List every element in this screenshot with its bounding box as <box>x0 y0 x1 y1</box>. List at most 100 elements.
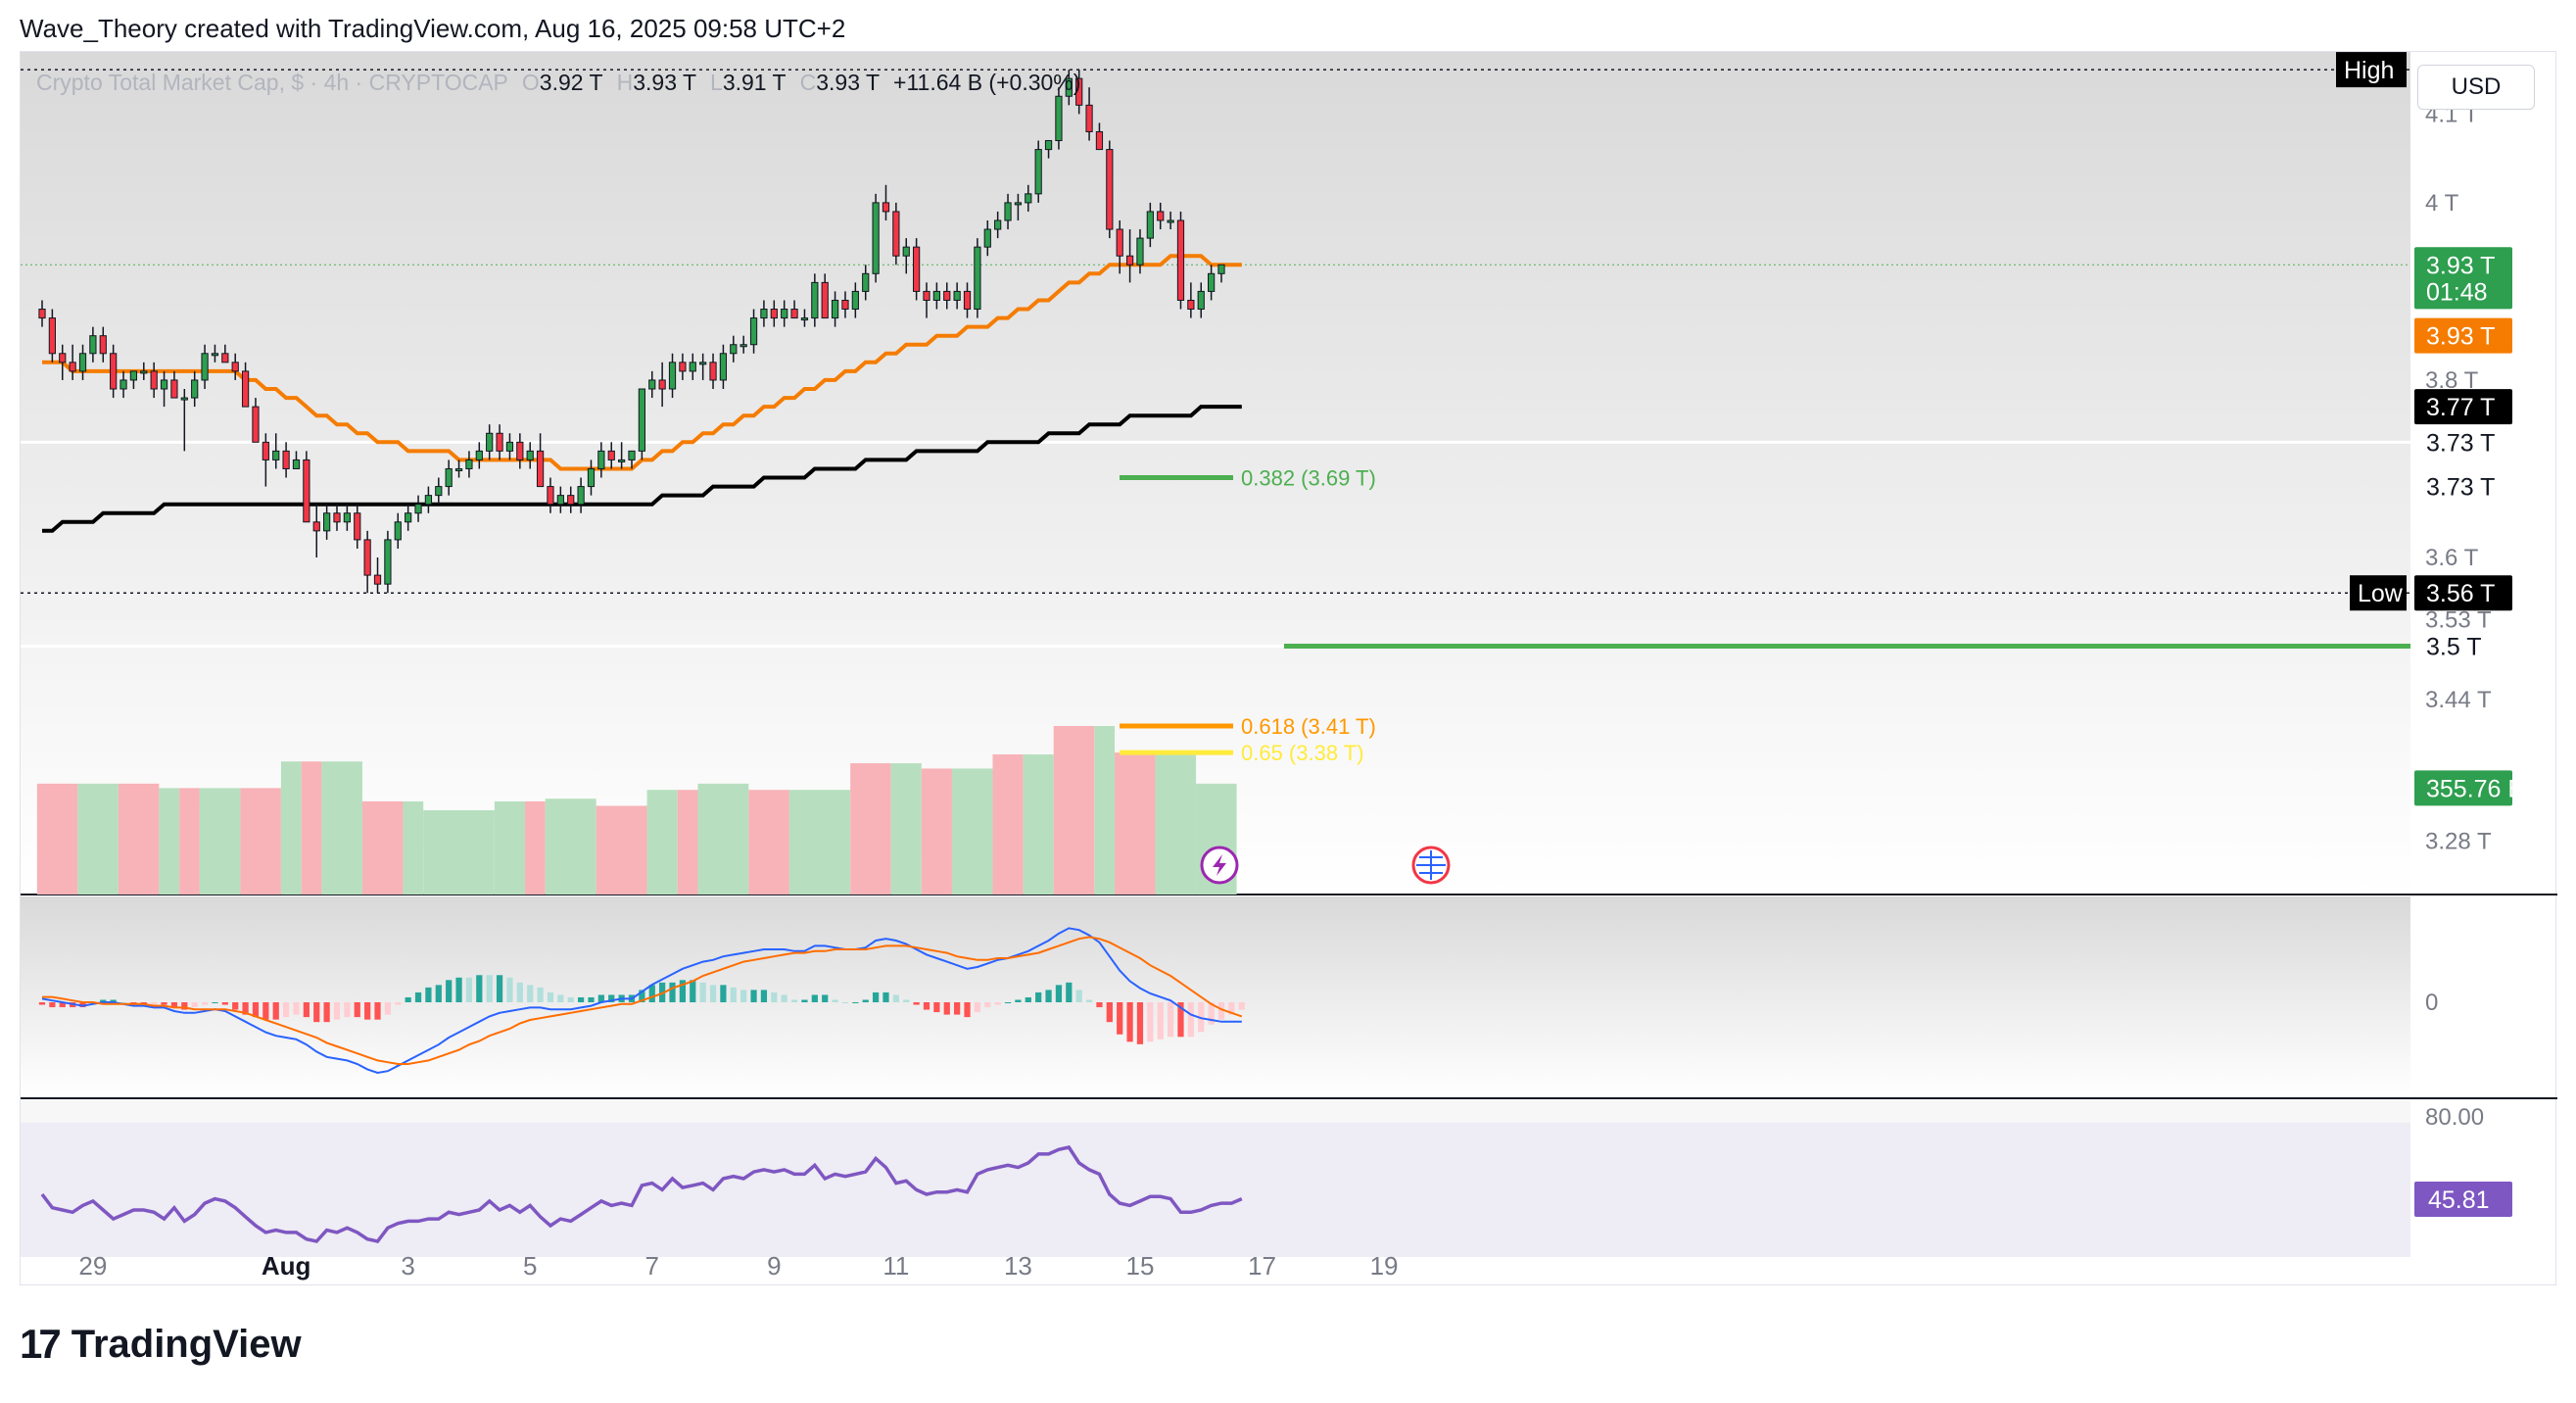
macd-histogram-bar <box>537 987 544 1002</box>
macd-histogram-bar <box>679 980 687 1002</box>
candle-down <box>1075 77 1083 106</box>
time-tick-label: 29 <box>78 1251 107 1281</box>
candle-up <box>129 370 138 381</box>
macd-histogram-bar <box>1187 1002 1194 1038</box>
macd-histogram-bar <box>648 985 655 1002</box>
volume-profile-block <box>677 790 698 895</box>
candle-up <box>932 290 940 301</box>
candle-up <box>394 521 402 541</box>
header-caption: Wave_Theory created with TradingView.com… <box>20 14 846 43</box>
price-tag-bg <box>2414 273 2512 310</box>
macd-histogram-bar <box>1157 1002 1164 1040</box>
candle-down <box>841 299 849 311</box>
volume-profile-block <box>1115 752 1156 895</box>
candle-up <box>719 353 728 381</box>
candle-up <box>597 450 605 469</box>
candle-up <box>668 362 677 390</box>
candle-up <box>505 441 514 452</box>
macd-histogram-bar <box>303 1002 310 1018</box>
macd-histogram-bar <box>1075 990 1082 1002</box>
macd-histogram-bar <box>883 992 889 1002</box>
candle-down <box>373 574 382 585</box>
price-tag-label: 3.56 T <box>2426 580 2495 607</box>
macd-histogram-bar <box>577 996 585 1002</box>
price-tag-bg <box>2414 247 2512 283</box>
volume-profile-block <box>951 768 993 895</box>
price-tag-label: 3.73 T <box>2426 474 2495 502</box>
macd-histogram-bar <box>516 982 523 1002</box>
globe-icon[interactable] <box>1411 846 1451 885</box>
candle-up <box>272 450 280 460</box>
candle-down <box>923 290 930 301</box>
macd-histogram-bar <box>119 1002 127 1003</box>
symbol-title[interactable]: Crypto Total Market Cap, $ · 4h · CRYPTO… <box>36 70 508 95</box>
candle-down <box>333 512 341 523</box>
candle-down <box>354 512 361 541</box>
macd-histogram-bar <box>699 982 706 1002</box>
price-tag-bg <box>2414 389 2512 425</box>
candle-down <box>770 309 778 319</box>
macd-pane-background <box>21 896 2410 1098</box>
macd-histogram-bar <box>496 975 503 1002</box>
price-tag-bg <box>2414 468 2512 505</box>
macd-histogram-bar <box>547 992 554 1002</box>
candle-up <box>1065 77 1073 97</box>
macd-histogram-bar <box>1228 1002 1235 1015</box>
price-tag-bg <box>2414 424 2512 460</box>
macd-histogram-bar <box>1045 990 1052 1002</box>
price-axis[interactable]: 4.1 T4 T3.8 T3.6 T3.53 T3.44 T3.28 T080.… <box>2336 52 2524 1218</box>
volume-profile-block <box>992 753 1024 895</box>
time-tick-label: 11 <box>883 1251 909 1281</box>
volume-profile-block <box>36 783 78 895</box>
macd-histogram-bar <box>100 999 107 1002</box>
time-axis[interactable]: 29 Aug 3 5 7 9 11 13 15 17 19 <box>78 1251 1398 1281</box>
candle-down <box>679 362 687 372</box>
candle-up <box>811 281 819 319</box>
candle-up <box>781 309 788 319</box>
macd-histogram-bar <box>38 1002 46 1005</box>
volume-profile-block <box>403 800 424 895</box>
candle-up <box>201 353 209 381</box>
candle-up <box>1136 237 1144 266</box>
macd-histogram-bar <box>1106 1002 1113 1023</box>
macd-histogram-bar <box>913 1002 920 1005</box>
candle-up <box>974 246 981 311</box>
rsi-value-tag-bg <box>2414 1182 2512 1218</box>
high-label: H <box>616 70 634 95</box>
rsi-indicator <box>21 1122 2410 1257</box>
close-label: C <box>799 70 817 95</box>
chart-frame[interactable]: 0.382 (3.69 T) 0.618 (3.41 T) 0.65 (3.38 T… <box>20 51 2557 1286</box>
macd-histogram-bar <box>212 1002 218 1003</box>
macd-histogram-bar <box>984 1002 991 1008</box>
macd-histogram-bar <box>862 999 869 1002</box>
macd-histogram-bar <box>588 996 595 1002</box>
candle-up <box>1197 290 1205 311</box>
macd-histogram-bar <box>903 999 910 1002</box>
chart-canvas[interactable]: 0.382 (3.69 T) 0.618 (3.41 T)0.65 (3.38 T… <box>21 52 2557 1286</box>
volume-profile-block <box>697 783 749 895</box>
macd-histogram-bar <box>1117 1002 1123 1035</box>
time-tick-label: Aug <box>262 1251 311 1281</box>
macd-histogram-bar <box>161 1002 167 1005</box>
candle-down <box>69 362 76 372</box>
candle-up <box>648 379 656 390</box>
lightning-icon[interactable] <box>1200 846 1239 885</box>
candle-down <box>821 281 829 319</box>
volume-profile-block <box>361 800 404 895</box>
candle-up <box>618 459 626 462</box>
macd-histogram-bar <box>333 1002 341 1020</box>
candle-up <box>191 379 199 399</box>
candle-up <box>405 512 412 523</box>
macd-histogram-bar <box>872 992 880 1002</box>
tradingview-logo[interactable]: 17 TradingView <box>20 1321 302 1368</box>
candle-down <box>536 450 545 488</box>
currency-button[interactable]: USD <box>2417 65 2535 110</box>
candle-up <box>556 495 564 506</box>
macd-histogram-bar <box>1085 999 1093 1002</box>
candle-up <box>119 379 127 390</box>
price-tick-label: 3.6 T <box>2425 545 2479 571</box>
candle-up <box>1208 272 1216 292</box>
extreme-tag-bg <box>2350 575 2407 611</box>
macd-histogram-bar <box>1208 1002 1215 1025</box>
rsi-band <box>21 1122 2410 1257</box>
